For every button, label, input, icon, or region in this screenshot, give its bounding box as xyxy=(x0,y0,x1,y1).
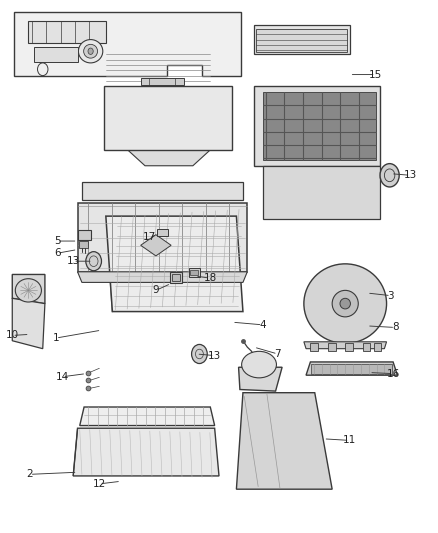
Text: 5: 5 xyxy=(54,236,60,246)
Polygon shape xyxy=(262,92,376,160)
Polygon shape xyxy=(141,78,184,85)
Polygon shape xyxy=(73,428,78,476)
Ellipse shape xyxy=(15,279,42,302)
Ellipse shape xyxy=(380,164,399,187)
Polygon shape xyxy=(78,203,247,272)
Text: 14: 14 xyxy=(56,372,69,382)
Text: 17: 17 xyxy=(143,232,156,243)
Bar xyxy=(374,343,381,351)
Polygon shape xyxy=(239,367,282,391)
Text: 2: 2 xyxy=(26,470,33,479)
Text: 12: 12 xyxy=(93,479,106,489)
Polygon shape xyxy=(12,298,45,349)
Bar xyxy=(363,343,371,351)
Ellipse shape xyxy=(191,344,207,364)
Polygon shape xyxy=(80,407,215,425)
Bar xyxy=(311,364,392,374)
Ellipse shape xyxy=(340,298,350,309)
Text: 4: 4 xyxy=(259,320,266,330)
Bar xyxy=(34,47,78,62)
Bar xyxy=(79,240,88,248)
Polygon shape xyxy=(12,274,45,304)
Text: 7: 7 xyxy=(275,349,281,359)
Ellipse shape xyxy=(332,290,358,317)
Polygon shape xyxy=(304,342,387,349)
Polygon shape xyxy=(106,216,243,312)
Text: 6: 6 xyxy=(54,248,60,259)
Polygon shape xyxy=(254,86,380,166)
Bar xyxy=(188,268,200,277)
Text: 15: 15 xyxy=(369,70,382,79)
Bar xyxy=(256,29,347,52)
Bar xyxy=(157,229,168,236)
Polygon shape xyxy=(237,393,332,489)
Polygon shape xyxy=(104,86,232,150)
Text: 16: 16 xyxy=(386,369,400,378)
Text: 13: 13 xyxy=(208,351,221,361)
Text: 3: 3 xyxy=(388,290,394,301)
Ellipse shape xyxy=(242,351,276,378)
Bar xyxy=(170,272,183,284)
Polygon shape xyxy=(306,362,397,375)
Ellipse shape xyxy=(304,264,387,343)
Bar xyxy=(328,343,336,351)
Polygon shape xyxy=(14,12,241,76)
Text: 13: 13 xyxy=(67,256,80,266)
Bar xyxy=(78,230,91,240)
Ellipse shape xyxy=(88,48,93,54)
Bar xyxy=(254,25,350,54)
Polygon shape xyxy=(73,428,219,476)
Text: 1: 1 xyxy=(53,333,59,343)
Text: 18: 18 xyxy=(204,273,217,283)
Text: 9: 9 xyxy=(152,285,159,295)
Bar xyxy=(172,274,180,281)
Bar xyxy=(311,343,318,351)
Bar xyxy=(345,343,353,351)
Polygon shape xyxy=(82,182,243,200)
Polygon shape xyxy=(141,235,171,256)
Polygon shape xyxy=(78,272,247,282)
Ellipse shape xyxy=(78,39,103,63)
Text: 8: 8 xyxy=(392,322,399,333)
Polygon shape xyxy=(127,150,210,166)
Ellipse shape xyxy=(84,44,98,58)
Bar xyxy=(28,21,106,43)
Text: 13: 13 xyxy=(404,171,417,180)
Polygon shape xyxy=(262,166,380,219)
Bar xyxy=(190,270,198,275)
Ellipse shape xyxy=(86,252,102,271)
Text: 10: 10 xyxy=(6,330,19,341)
Text: 11: 11 xyxy=(343,435,356,446)
